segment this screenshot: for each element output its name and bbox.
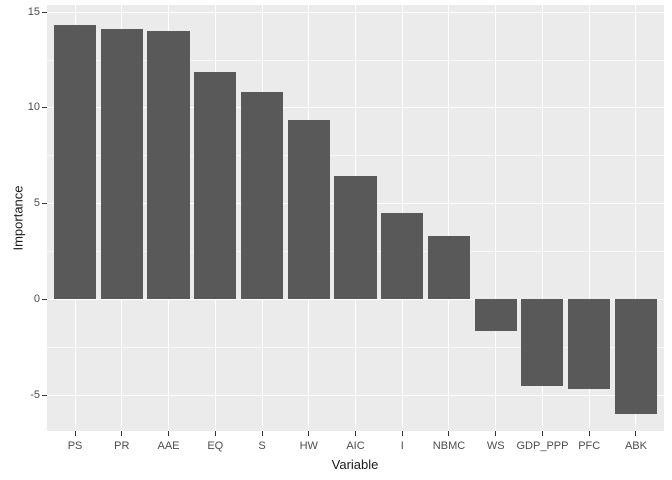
x-tick-label-PS: PS <box>67 440 83 452</box>
y-tick-label-5: 5 <box>33 197 40 210</box>
x-tick-mark-WS <box>495 431 497 436</box>
bar-HW <box>287 119 330 299</box>
gridline-major-x-NBMC <box>448 5 450 431</box>
y-tick-mark-10 <box>42 107 47 109</box>
x-tick-label-WS: WS <box>486 440 505 452</box>
x-tick-mark-AIC <box>355 431 356 436</box>
x-tick-mark-I <box>401 431 403 436</box>
bar-AIC <box>334 176 377 299</box>
x-tick-label-AIC: AIC <box>346 440 365 452</box>
y-tick-label--5: -5 <box>30 388 40 401</box>
x-tick-mark-AAE <box>168 431 170 436</box>
x-tick-mark-HW <box>308 431 310 436</box>
x-tick-mark-ABK <box>635 431 637 436</box>
bar-AAE <box>147 30 190 299</box>
x-tick-label-GDP_PPP: GDP_PPP <box>516 440 569 452</box>
y-tick-mark-0 <box>42 298 47 300</box>
x-tick-mark-PFC <box>588 431 590 436</box>
x-tick-label-I: I <box>400 440 404 452</box>
x-tick-label-HW: HW <box>299 440 318 452</box>
gridline-major-x-WS <box>495 5 497 431</box>
x-tick-mark-PR <box>121 431 123 436</box>
y-tick-mark-5 <box>42 203 47 205</box>
x-tick-label-EQ: EQ <box>207 440 224 452</box>
y-tick-label-15: 15 <box>27 5 40 18</box>
x-tick-label-S: S <box>258 440 266 452</box>
x-tick-mark-NBMC <box>448 431 450 436</box>
y-tick-label-10: 10 <box>27 101 40 114</box>
bar-PR <box>100 28 143 299</box>
bar-GDP_PPP <box>521 298 564 386</box>
bar-I <box>381 212 424 299</box>
bar-EQ <box>194 72 237 299</box>
x-tick-label-PFC: PFC <box>578 440 601 452</box>
bar-WS <box>474 298 517 332</box>
bar-PS <box>54 25 97 299</box>
x-tick-mark-S <box>261 431 263 436</box>
bar-ABK <box>614 298 657 414</box>
x-axis-title: Variable <box>331 457 379 472</box>
y-tick-mark--5 <box>42 394 47 396</box>
gridline-major-x-PFC <box>588 5 590 431</box>
x-tick-mark-EQ <box>214 431 216 436</box>
x-tick-label-AAE: AAE <box>157 440 180 452</box>
gridline-major-x-ABK <box>635 5 637 431</box>
bar-NBMC <box>427 235 470 299</box>
x-tick-label-PR: PR <box>114 440 130 452</box>
x-tick-label-ABK: ABK <box>624 440 647 452</box>
x-tick-mark-PS <box>74 431 76 436</box>
bar-PFC <box>568 298 611 389</box>
y-axis-title: Importance <box>10 185 26 251</box>
plot-panel <box>47 5 664 431</box>
x-tick-label-NBMC: NBMC <box>432 440 466 452</box>
y-tick-mark-15 <box>42 11 47 13</box>
bar-S <box>240 92 284 299</box>
gridline-major-x-GDP_PPP <box>541 5 543 431</box>
x-tick-mark-GDP_PPP <box>541 431 543 436</box>
y-tick-label-0: 0 <box>33 292 40 305</box>
